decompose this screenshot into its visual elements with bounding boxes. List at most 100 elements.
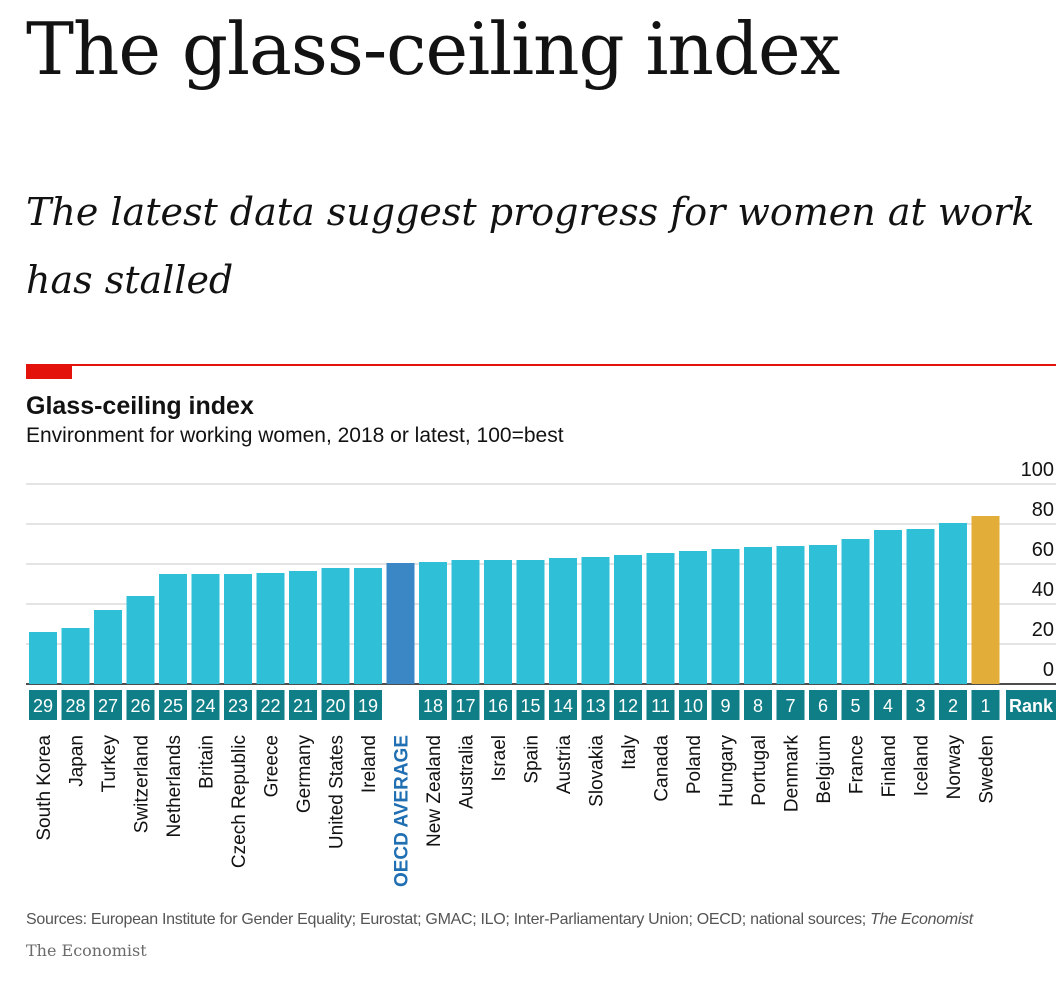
rank-label: 3 (915, 696, 925, 716)
rank-label: 5 (850, 696, 860, 716)
rank-label: 19 (358, 696, 378, 716)
rank-box (646, 690, 675, 720)
rank-box (906, 690, 935, 720)
bar (744, 547, 772, 684)
rank-box (289, 690, 317, 720)
rank-label: 7 (785, 696, 795, 716)
y-tick-label: 20 (1032, 619, 1054, 641)
y-tick-label: 0 (1043, 659, 1054, 681)
bar (321, 568, 350, 684)
rank-label: 9 (720, 696, 730, 716)
rank-box (939, 690, 967, 720)
rank-box (776, 690, 805, 720)
rank-label: 13 (585, 696, 605, 716)
rank-label: 6 (818, 696, 828, 716)
rank-box (549, 690, 577, 720)
category-label: Switzerland (132, 735, 153, 833)
rank-label: 14 (553, 696, 573, 716)
y-tick-label: 80 (1032, 499, 1054, 521)
rank-label: 21 (293, 696, 313, 716)
rank-header-label: Rank (1009, 696, 1054, 716)
rank-box (809, 690, 837, 720)
rank-box (971, 690, 1000, 720)
rank-label: 8 (753, 696, 763, 716)
rank-box (29, 690, 57, 720)
rank-label: 26 (130, 696, 150, 716)
bar (516, 560, 545, 684)
category-label: Turkey (99, 735, 120, 793)
rank-box (874, 690, 902, 720)
y-tick-label: 40 (1032, 579, 1054, 601)
category-label: Australia (457, 735, 478, 809)
bar (841, 539, 870, 684)
rank-label: 22 (260, 696, 280, 716)
rank-box (679, 690, 707, 720)
rank-box (841, 690, 870, 720)
y-tick-label: 60 (1032, 539, 1054, 561)
rank-label: 16 (488, 696, 508, 716)
rank-box (159, 690, 187, 720)
bar (581, 557, 610, 684)
bar (971, 516, 1000, 684)
rank-box (191, 690, 220, 720)
rank-label: 17 (455, 696, 475, 716)
rank-label: 25 (163, 696, 183, 716)
category-label: Iceland (912, 735, 933, 796)
category-label: Britain (197, 735, 218, 789)
bar-oecd-average (386, 563, 415, 684)
category-label: Portugal (749, 735, 770, 806)
category-label: Germany (294, 735, 315, 814)
rank-label: 11 (651, 696, 670, 716)
category-label: Belgium (814, 735, 835, 804)
rank-box (581, 690, 610, 720)
bar (679, 551, 707, 684)
rank-label: 28 (65, 696, 85, 716)
brand-footer: The Economist (26, 941, 147, 960)
rank-box (256, 690, 285, 720)
category-label: Hungary (717, 735, 738, 807)
rank-label: 20 (325, 696, 345, 716)
category-label: United States (327, 735, 348, 849)
chart-title: Glass-ceiling index (26, 392, 254, 420)
category-label: Netherlands (164, 735, 185, 837)
category-label: France (847, 735, 868, 794)
rank-box (126, 690, 155, 720)
rank-box (744, 690, 772, 720)
category-label: Canada (652, 735, 673, 802)
bar (614, 555, 642, 684)
rank-box (451, 690, 480, 720)
chart-top-rule (26, 364, 1056, 366)
rank-label: 15 (520, 696, 540, 716)
bar (451, 560, 480, 684)
bar (711, 549, 740, 684)
category-label: Greece (262, 735, 283, 797)
bar (126, 596, 155, 684)
bar (61, 628, 90, 684)
rank-label: 24 (195, 696, 215, 716)
rank-box (94, 690, 122, 720)
category-label: Slovakia (587, 735, 608, 807)
category-label: Norway (944, 735, 965, 800)
bar (776, 546, 805, 684)
category-label: Israel (489, 735, 510, 781)
bar (354, 568, 382, 684)
bar (419, 562, 447, 684)
rank-label: 18 (423, 696, 443, 716)
rank-label: 1 (980, 696, 990, 716)
category-label: Austria (554, 735, 575, 795)
rank-label: 10 (683, 696, 703, 716)
category-label: Denmark (782, 735, 803, 813)
rank-label: 4 (883, 696, 893, 716)
chart-red-tag (26, 364, 72, 379)
category-label: Sweden (977, 735, 998, 804)
category-label: Czech Republic (229, 735, 250, 868)
rank-box (614, 690, 642, 720)
rank-box (224, 690, 252, 720)
bar (906, 529, 935, 684)
bar (874, 530, 902, 684)
rank-box (321, 690, 350, 720)
category-label: Ireland (359, 735, 380, 793)
bar (224, 574, 252, 684)
article-subhead: The latest data suggest progress for wom… (26, 190, 1035, 303)
